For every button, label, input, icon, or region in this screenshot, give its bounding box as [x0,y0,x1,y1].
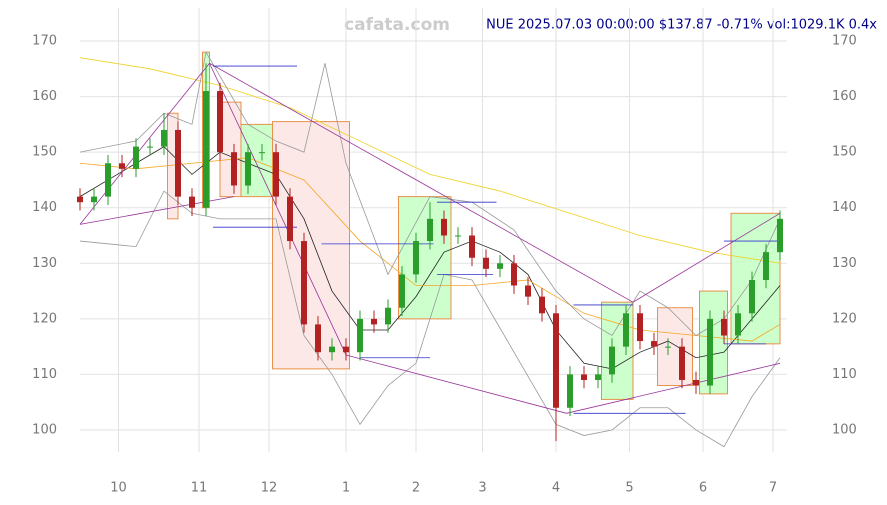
candle-body [455,235,461,237]
candle-body [133,146,139,169]
candle-body [777,218,783,253]
y-tick-label: 150 [32,145,57,160]
candle-body [609,346,615,375]
candle-body [189,196,195,208]
candle-body [707,318,713,386]
y-tick-label: 170 [32,34,57,49]
y-tick-label-right: 150 [832,145,857,160]
candle-body [161,129,167,147]
candle-body [259,152,265,154]
candle-body [119,163,125,169]
y-tick-label-right: 170 [832,34,857,49]
candle-body [665,346,671,348]
candle-body [105,163,111,197]
candle-body [245,152,251,186]
candle-body [749,279,755,314]
candle-body [329,346,335,353]
pattern-box [699,290,728,395]
y-tick-label: 120 [32,311,57,326]
trend-line [345,354,567,414]
candle-body [721,318,727,336]
trend-line [566,362,781,414]
x-tick-label: 4 [552,481,560,496]
indicator-line [79,57,781,264]
candle-body [231,152,237,186]
candle-body [91,196,97,203]
candle-body [469,235,475,258]
trend-line [79,196,235,225]
candle-body [735,313,741,336]
candle-body [203,91,209,208]
candle-body [147,146,153,148]
y-tick-label: 130 [32,256,57,271]
candle-body [679,346,685,380]
y-tick-label: 160 [32,89,57,104]
candle-body [539,296,545,314]
candle-body [315,324,321,353]
candle-body [693,379,699,386]
trend-line [209,62,634,303]
candle-body [217,91,223,153]
candle-body [497,263,503,269]
trend-line [632,212,781,303]
indicator-line [79,51,781,337]
candle-body [441,218,447,236]
trend-line [79,63,210,225]
candle-body [623,313,629,347]
y-tick-label-right: 100 [832,422,857,437]
x-tick-label: 5 [625,481,633,496]
candle-body [385,307,391,325]
x-tick-label: 1 [342,481,350,496]
candle-body [763,252,769,280]
candle-body [483,257,489,269]
trend-line [209,63,347,356]
candle-body [287,196,293,242]
candle-body [371,318,377,325]
y-tick-label: 140 [32,200,57,215]
x-tick-label: 3 [478,481,486,496]
y-tick-label: 110 [32,367,57,382]
y-tick-label-right: 120 [832,311,857,326]
x-tick-label: 2 [412,481,420,496]
x-tick-label: 11 [191,481,208,496]
candle-body [427,218,433,242]
pattern-box [601,301,634,400]
y-tick-label-right: 140 [832,200,857,215]
x-tick-label: 10 [110,481,127,496]
candle-body [595,374,601,380]
indicator-line [79,146,781,370]
candle-body [511,263,517,286]
pattern-box [219,101,242,198]
candle-body [343,346,349,353]
x-tick-label: 6 [699,481,707,496]
watermark: cafata.com [344,15,450,35]
pattern-box [272,121,350,370]
y-tick-label-right: 130 [832,256,857,271]
candle-body [637,313,643,342]
candle-body [273,152,279,197]
pattern-box [398,196,452,320]
x-tick-label: 12 [261,481,278,496]
y-tick-label: 100 [32,422,57,437]
y-tick-label-right: 160 [832,89,857,104]
candle-body [567,374,573,408]
candle-body [553,313,559,408]
indicator-line [79,157,781,342]
candle-body [357,318,363,353]
candle-body [175,129,181,197]
candle-body [413,241,419,275]
candle-body [651,341,657,347]
y-tick-label-right: 110 [832,367,857,382]
candle-body [301,241,307,325]
candle-body [399,274,405,308]
chart-title: NUE 2025.07.03 00:00:00 $137.87 -0.71% v… [486,18,877,33]
candle-body [77,196,83,203]
pattern-box [657,307,693,387]
candle-body [581,374,587,380]
candle-body [525,285,531,297]
x-tick-label: 7 [769,481,777,496]
